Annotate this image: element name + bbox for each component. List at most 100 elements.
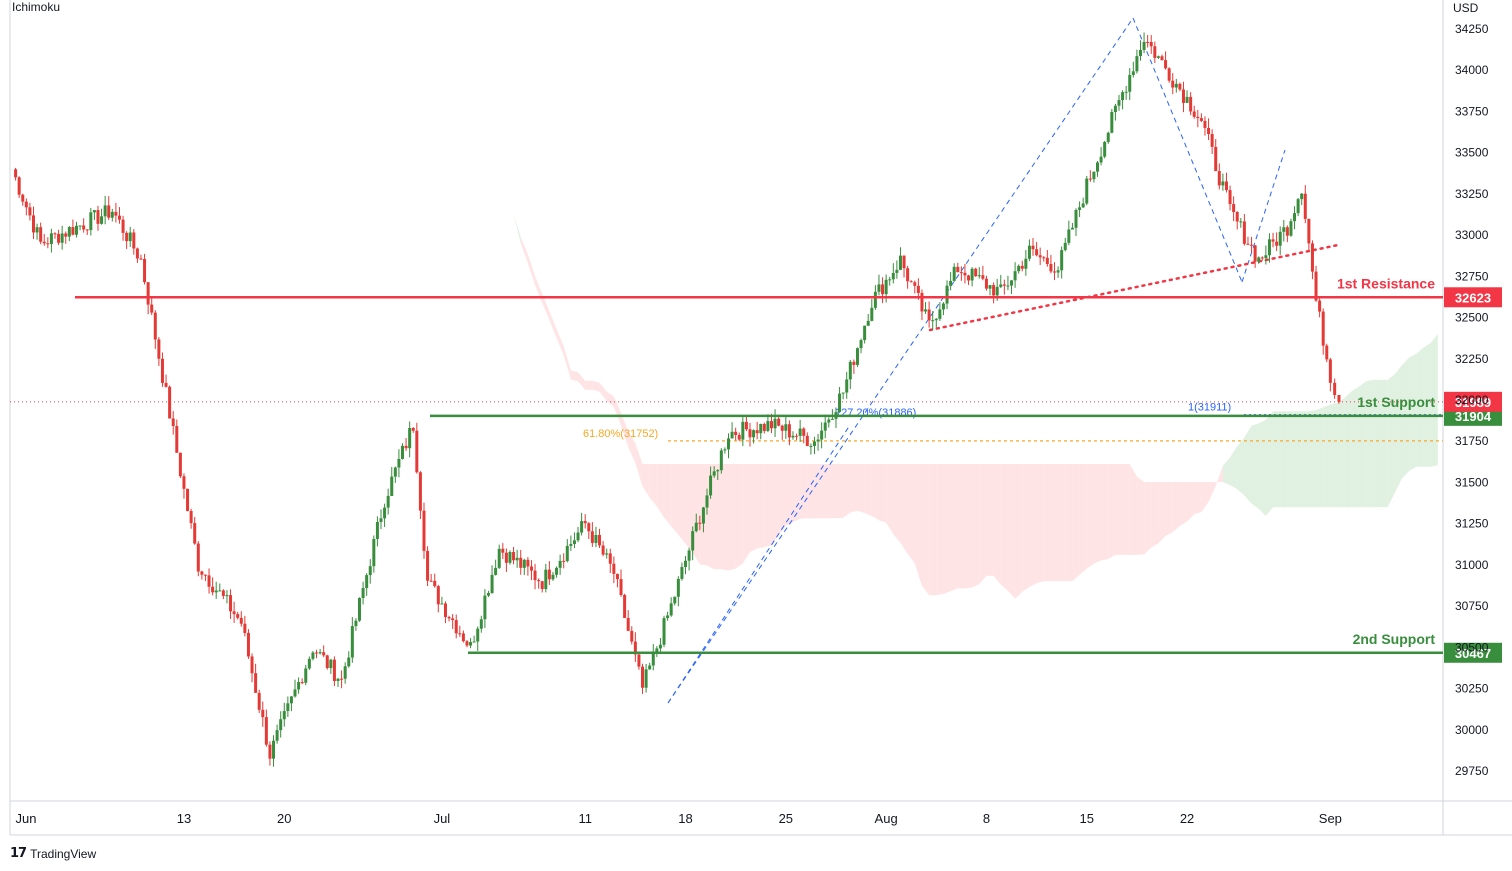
candle-body — [383, 507, 387, 519]
tradingview-logo[interactable]: 17 TradingView — [10, 846, 96, 861]
candle-body — [787, 424, 791, 438]
candle-body — [28, 207, 32, 216]
cloud-segment — [1409, 353, 1417, 472]
candle-body — [246, 632, 250, 657]
level-name-label: 1st Resistance — [1337, 275, 1435, 291]
cloud-segment — [1301, 411, 1309, 508]
cloud-segment — [850, 464, 858, 513]
candle-body — [1085, 178, 1089, 204]
candle-body — [1253, 245, 1257, 262]
candle-body — [164, 382, 168, 387]
price-axis[interactable]: USD 29750 30000 30250 30500 30750 31000 31250 31… — [1453, 1, 1489, 778]
candle-body — [723, 449, 727, 451]
cloud-segment — [1058, 464, 1066, 582]
candle-body — [823, 422, 827, 431]
candle-body — [845, 379, 849, 393]
candle-body — [1095, 162, 1099, 172]
cloud-segment — [749, 464, 758, 553]
cloud-segment — [1222, 457, 1231, 486]
candle-body — [805, 435, 809, 447]
candle-body — [232, 611, 236, 615]
candle-body — [1013, 271, 1017, 281]
candle-body — [1217, 171, 1221, 186]
projection-line — [667, 17, 1134, 704]
candle-body — [64, 233, 68, 237]
candle-body — [42, 241, 46, 244]
cloud-segment — [936, 464, 944, 596]
cloud-segment — [635, 443, 643, 487]
cloud-segment — [1036, 464, 1044, 584]
cloud-segment — [1215, 465, 1223, 487]
candle-body — [866, 320, 870, 326]
candle-body — [651, 651, 655, 666]
cloud-segment — [778, 464, 786, 536]
price-tick-label: 32500 — [1455, 311, 1489, 325]
cloud-segment — [907, 464, 915, 564]
cloud-segment — [1165, 482, 1173, 536]
cloud-segment — [1151, 482, 1159, 548]
candle-body — [1271, 239, 1275, 242]
cloud-segment — [1187, 482, 1195, 522]
candle-body — [447, 616, 451, 619]
cloud-segment — [549, 311, 557, 339]
candle-body — [236, 614, 240, 618]
candle-body — [178, 452, 182, 477]
candle-body — [189, 511, 193, 524]
cloud-segment — [542, 293, 550, 321]
candle-body — [601, 545, 605, 555]
candle-body — [565, 545, 569, 562]
candle-body — [1002, 284, 1006, 286]
candle-body — [608, 553, 612, 564]
candle-body — [766, 421, 770, 431]
candle-body — [257, 692, 261, 710]
price-tick-label: 33750 — [1455, 104, 1489, 118]
candle-body — [698, 522, 702, 524]
candle-body — [196, 543, 200, 572]
candle-body — [39, 227, 43, 242]
candle-body — [719, 450, 723, 471]
cloud-segment — [828, 464, 836, 519]
candle-body — [322, 652, 326, 656]
candle-body — [490, 574, 494, 594]
candle-body — [1185, 96, 1189, 103]
trendline — [928, 243, 1340, 332]
cloud-segment — [1244, 425, 1252, 504]
candle-body — [1221, 181, 1225, 186]
candle-body — [1067, 229, 1071, 243]
candle-body — [669, 603, 673, 616]
candle-body — [605, 553, 609, 555]
candle-body — [1314, 271, 1318, 301]
candle-body — [336, 678, 340, 682]
cloud-segment — [1359, 381, 1367, 508]
candle-body — [1192, 111, 1196, 117]
candle-body — [60, 233, 64, 243]
candle-body — [250, 656, 254, 674]
cloud-segment — [578, 372, 586, 390]
candle-body — [422, 510, 426, 551]
projection-line — [1241, 149, 1286, 283]
candle-body — [458, 633, 462, 635]
candle-body — [727, 438, 730, 450]
candle-body — [676, 578, 680, 597]
cloud-segment — [1136, 476, 1145, 555]
candle-body — [941, 303, 945, 310]
cloud-segment — [943, 464, 951, 595]
candle-body — [1038, 255, 1042, 258]
candle-body — [171, 418, 175, 427]
candle-body — [1267, 239, 1271, 256]
candle-body — [970, 268, 974, 281]
candle-body — [329, 659, 333, 669]
cloud-segment — [1007, 464, 1016, 599]
time-axis[interactable]: Jun 13 20 Jul 11 18 25 Aug 8 15 22 Sep — [16, 811, 1342, 826]
candle-body — [1056, 270, 1060, 273]
indicator-label[interactable]: Ichimoku — [12, 0, 61, 14]
candle-body — [1196, 116, 1200, 119]
level-price-label: 31904 — [1455, 409, 1492, 424]
candle-body — [103, 205, 107, 217]
candle-body — [207, 575, 211, 587]
candle-body — [1153, 46, 1157, 58]
candle-body — [1092, 171, 1096, 180]
cloud-segment — [728, 464, 736, 571]
candle-body — [938, 309, 942, 319]
